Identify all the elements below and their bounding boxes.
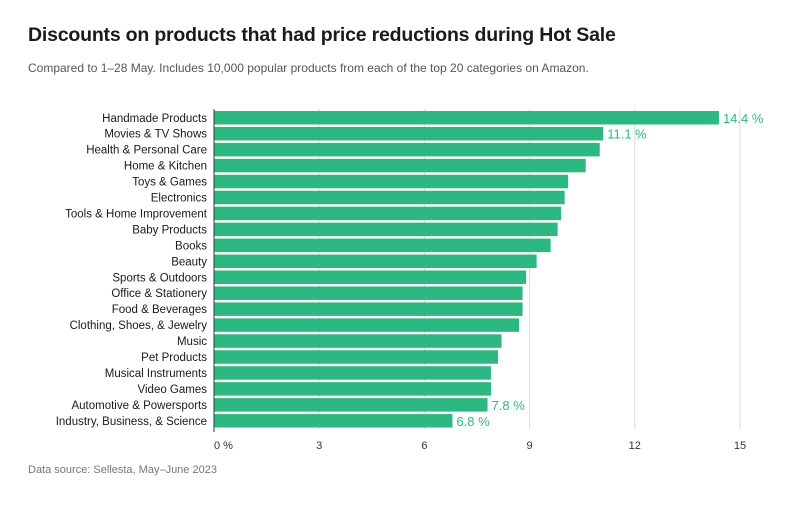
x-tick-label: 15 (734, 440, 746, 452)
category-label: Musical Instruments (105, 368, 208, 380)
category-label: Toys & Games (132, 177, 207, 189)
bar (214, 174, 569, 189)
x-tick-label: 3 (316, 440, 322, 452)
category-label: Music (177, 336, 207, 348)
category-label: Books (175, 240, 207, 252)
category-label: Electronics (151, 193, 207, 205)
category-label: Industry, Business, & Science (56, 416, 207, 428)
bar (214, 286, 523, 300)
bar (214, 382, 492, 396)
bar (214, 318, 520, 332)
bar (214, 366, 492, 380)
bar (214, 190, 565, 205)
x-tick-label: 0 % (214, 440, 233, 452)
data-label: 11.1 % (607, 127, 647, 142)
bar (214, 126, 604, 141)
category-label: Video Games (138, 384, 208, 396)
bar (214, 111, 719, 125)
bar (214, 238, 551, 253)
chart-title: Discounts on products that had price red… (28, 24, 616, 46)
data-source-note: Data source: Sellesta, May–June 2023 (28, 464, 217, 476)
category-label: Tools & Home Improvement (65, 208, 208, 220)
bar (214, 142, 600, 157)
bar (214, 222, 558, 237)
category-label: Handmade Products (102, 113, 207, 125)
bar (214, 334, 502, 348)
category-label: Home & Kitchen (124, 161, 207, 173)
x-tick-label: 9 (527, 440, 533, 452)
bar (214, 270, 527, 284)
bar (214, 302, 523, 316)
category-label: Clothing, Shoes, & Jewelry (70, 320, 208, 332)
bar (214, 414, 453, 428)
category-label: Health & Personal Care (86, 145, 207, 157)
x-tick-label: 12 (629, 440, 641, 452)
category-label: Beauty (171, 256, 207, 268)
chart-subtitle: Compared to 1–28 May. Includes 10,000 po… (28, 61, 589, 75)
category-label: Automotive & Powersports (71, 400, 207, 412)
category-label: Food & Beverages (112, 304, 208, 316)
bar (214, 158, 586, 173)
bar (214, 350, 499, 364)
category-label: Movies & TV Shows (104, 129, 207, 141)
bar (214, 398, 488, 412)
data-label: 7.8 % (492, 398, 526, 413)
category-label: Pet Products (141, 352, 207, 364)
category-label: Sports & Outdoors (112, 272, 207, 284)
x-tick-label: 6 (421, 440, 427, 452)
bar (214, 206, 562, 221)
bar (214, 254, 537, 269)
data-label: 6.8 % (456, 414, 490, 429)
category-label: Baby Products (132, 224, 207, 236)
data-label: 14.4 % (723, 111, 764, 126)
category-label: Office & Stationery (111, 288, 207, 300)
